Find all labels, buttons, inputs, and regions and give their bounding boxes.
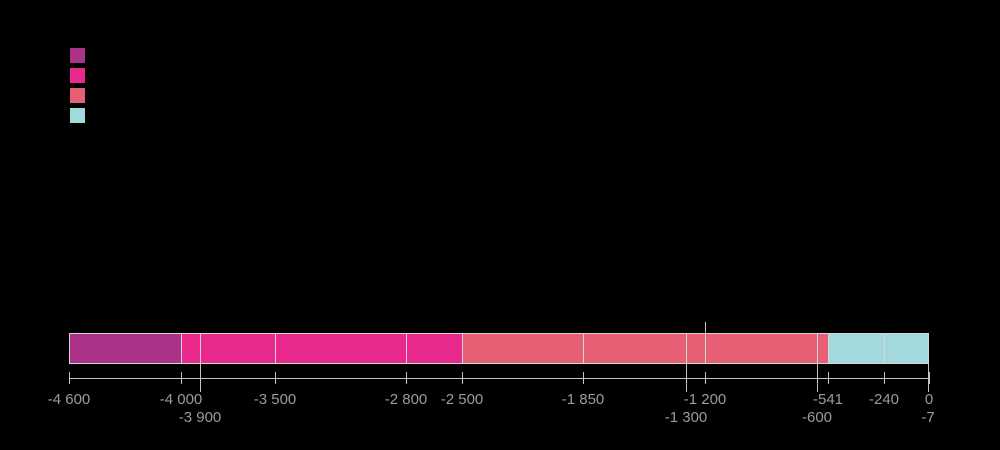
timeline-bar-left-border	[69, 333, 70, 364]
axis-tick-label: -3 900	[178, 409, 222, 426]
legend-swatch[interactable]	[70, 68, 85, 83]
timeline-segment[interactable]	[69, 333, 181, 364]
axis-tick-label: -3 500	[253, 391, 297, 408]
timeline-segment[interactable]	[275, 333, 406, 364]
segment-separator	[705, 333, 706, 364]
axis-tick-label: -240	[868, 391, 900, 408]
legend-swatch[interactable]	[70, 88, 85, 103]
axis-tick	[181, 372, 182, 384]
timeline-segment[interactable]	[817, 333, 828, 364]
axis-tick	[200, 364, 201, 392]
timeline-segment[interactable]	[828, 333, 884, 364]
segment-separator	[181, 333, 182, 364]
axis-tick-label: -4 000	[159, 391, 203, 408]
segment-separator	[817, 333, 818, 364]
timeline-segment[interactable]	[462, 333, 583, 364]
axis-tick	[817, 364, 818, 392]
segment-separator	[828, 333, 829, 364]
axis-tick	[828, 372, 829, 384]
axis-tick	[928, 364, 929, 392]
timeline-bar-bottom-border	[69, 363, 929, 364]
segment-separator	[275, 333, 276, 364]
axis-tick-label: -1 850	[561, 391, 605, 408]
timeline-segment[interactable]	[705, 333, 817, 364]
axis-tick	[275, 372, 276, 384]
timeline-segment[interactable]	[181, 333, 200, 364]
axis-tick	[686, 364, 687, 392]
event-marker-line	[705, 322, 706, 333]
segment-separator	[462, 333, 463, 364]
axis-tick-label: -600	[801, 409, 833, 426]
axis-tick	[462, 372, 463, 384]
axis-tick	[705, 372, 706, 384]
legend-swatch[interactable]	[70, 48, 85, 63]
axis-tick	[406, 372, 407, 384]
axis-tick-label: -2 500	[440, 391, 484, 408]
axis-tick-label: -1 200	[683, 391, 727, 408]
axis-tick-label: -2 800	[384, 391, 428, 408]
x-axis-line	[69, 378, 930, 379]
segment-separator	[200, 333, 201, 364]
axis-tick-label: -4 600	[47, 391, 91, 408]
timeline-segment[interactable]	[406, 333, 462, 364]
axis-tick-label: 0	[924, 391, 934, 408]
timeline-segment[interactable]	[583, 333, 686, 364]
axis-tick	[929, 372, 930, 384]
axis-tick	[884, 372, 885, 384]
timeline-bar-top-border	[69, 333, 929, 334]
segment-separator	[928, 333, 929, 364]
axis-tick-label: -541	[812, 391, 844, 408]
axis-tick	[583, 372, 584, 384]
segment-separator	[583, 333, 584, 364]
axis-tick-label: -1 300	[664, 409, 708, 426]
axis-tick	[69, 372, 70, 384]
timeline-segment[interactable]	[686, 333, 705, 364]
timeline-segment[interactable]	[884, 333, 928, 364]
segment-separator	[884, 333, 885, 364]
segment-separator	[406, 333, 407, 364]
axis-tick-label: -7	[921, 409, 935, 426]
timeline-segment[interactable]	[200, 333, 275, 364]
legend-swatch[interactable]	[70, 108, 85, 123]
segment-separator	[686, 333, 687, 364]
